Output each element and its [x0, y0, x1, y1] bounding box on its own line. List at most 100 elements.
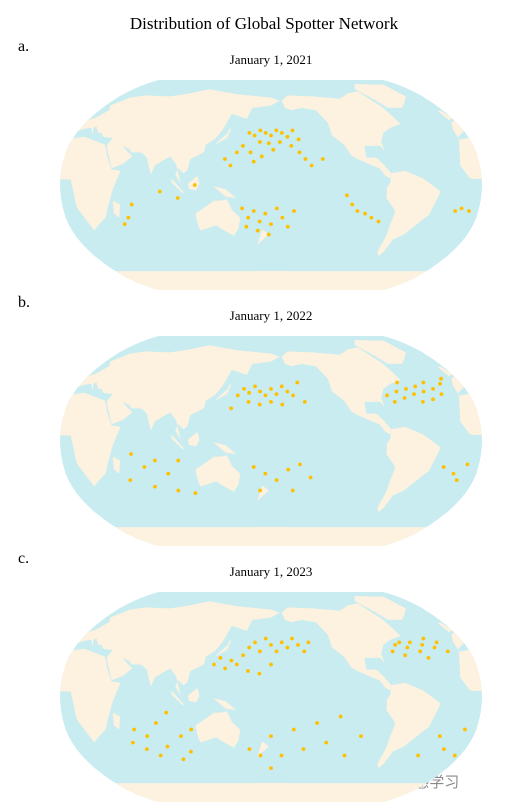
- spotter-point: [279, 640, 284, 645]
- spotter-point: [431, 387, 435, 391]
- spotter-point: [301, 747, 306, 751]
- spotter-point: [126, 215, 131, 220]
- spotter-point: [308, 475, 313, 480]
- spotter-point: [302, 649, 307, 654]
- spotter-point: [263, 131, 268, 135]
- spotter-point: [451, 471, 456, 476]
- spotter-point: [291, 393, 295, 398]
- landmass: [112, 200, 121, 218]
- panel-date: January 1, 2022: [230, 308, 313, 323]
- spotter-point: [269, 133, 273, 138]
- landmass: [187, 175, 200, 191]
- spotter-point: [247, 390, 252, 395]
- figure-title: Distribution of Global Spotter Network: [130, 14, 399, 33]
- spotter-point: [345, 193, 349, 198]
- spotter-point: [175, 196, 180, 200]
- spotter-point: [292, 209, 296, 213]
- spotter-point: [279, 131, 284, 135]
- spotter-point: [421, 389, 426, 394]
- spotter-point: [176, 488, 181, 493]
- spotter-point: [269, 387, 273, 391]
- spotter-point: [251, 159, 256, 164]
- spotter-point: [315, 721, 319, 725]
- spotter-point: [242, 387, 246, 391]
- spotter-point: [302, 400, 307, 404]
- spotter-point: [157, 189, 162, 194]
- spotter-point: [465, 462, 470, 467]
- spotter-point: [395, 380, 399, 385]
- spotter-point: [246, 669, 250, 673]
- spotter-point: [235, 393, 240, 398]
- spotter-point: [393, 643, 398, 647]
- landmass: [214, 382, 231, 401]
- spotter-point: [390, 649, 395, 654]
- spotter-point: [394, 389, 399, 394]
- landmass: [253, 271, 482, 290]
- spotter-point: [355, 209, 360, 213]
- spotter-point: [218, 656, 223, 660]
- spotter-point: [431, 397, 435, 402]
- spotter-point: [359, 734, 363, 738]
- landmass: [253, 783, 482, 802]
- spotter-point: [247, 645, 252, 650]
- landmass: [253, 527, 482, 546]
- spotter-point: [263, 471, 268, 476]
- landmass: [281, 91, 401, 179]
- spotter-point: [269, 766, 273, 770]
- spotter-point: [129, 452, 133, 456]
- spotter-point: [413, 384, 418, 389]
- spotter-point: [269, 643, 273, 647]
- spotter-point: [257, 402, 262, 407]
- spotter-point: [258, 128, 263, 133]
- spotter-point: [463, 727, 467, 732]
- spotter-point: [274, 392, 279, 396]
- spotter-point: [179, 734, 183, 738]
- landmass: [0, 171, 26, 256]
- spotter-point: [189, 727, 194, 732]
- landmass: [0, 427, 26, 512]
- landmass: [377, 426, 441, 513]
- spotter-point: [420, 643, 425, 647]
- spotter-point: [145, 734, 150, 738]
- spotter-point: [309, 163, 314, 168]
- landmass: [354, 84, 406, 108]
- spotter-point: [144, 747, 149, 751]
- landmass: [62, 89, 280, 184]
- spotter-point: [128, 478, 133, 482]
- panel-label: b.: [18, 294, 30, 311]
- landmass: [195, 455, 241, 492]
- spotter-point: [290, 128, 295, 133]
- spotter-point: [166, 471, 171, 476]
- landmass: [112, 712, 121, 730]
- spotter-point: [405, 645, 410, 650]
- spotter-point: [212, 662, 216, 667]
- spotter-point: [193, 491, 198, 495]
- landmass: [438, 110, 453, 121]
- spotter-point: [290, 488, 295, 493]
- spotter-point: [297, 150, 302, 155]
- spotter-point: [421, 380, 426, 385]
- spotter-point: [303, 157, 308, 161]
- spotter-point: [252, 133, 257, 138]
- spotter-point: [258, 488, 262, 493]
- spotter-point: [306, 640, 311, 645]
- spotter-point: [402, 396, 407, 400]
- spotter-point: [421, 636, 426, 641]
- landmass: [213, 186, 236, 198]
- spotter-point: [324, 740, 329, 745]
- spotter-point: [192, 183, 197, 187]
- landmass: [214, 126, 231, 145]
- spotter-point: [164, 710, 169, 715]
- spotter-point: [274, 206, 279, 211]
- spotter-point: [418, 649, 423, 654]
- spotter-point: [285, 645, 290, 650]
- landmass: [281, 347, 401, 435]
- landmass: [438, 622, 453, 633]
- spotter-point: [258, 389, 262, 394]
- spotter-point: [280, 402, 285, 407]
- spotter-point: [385, 393, 389, 398]
- spotter-point: [153, 458, 157, 463]
- spotter-point: [153, 484, 157, 489]
- spotter-point: [280, 215, 285, 220]
